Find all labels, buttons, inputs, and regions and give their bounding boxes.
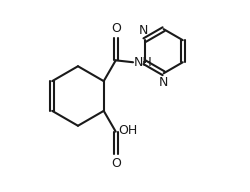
Text: O: O	[111, 22, 121, 35]
Text: NH: NH	[134, 56, 153, 69]
Text: N: N	[139, 24, 148, 37]
Text: O: O	[111, 157, 121, 170]
Text: N: N	[159, 76, 168, 89]
Text: OH: OH	[118, 124, 137, 137]
